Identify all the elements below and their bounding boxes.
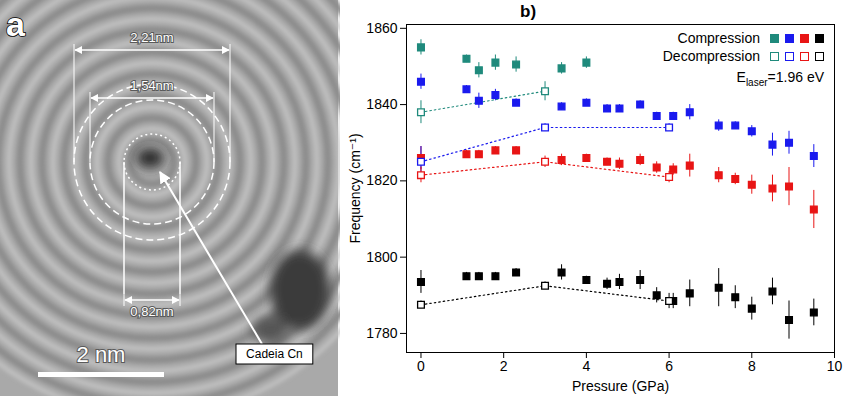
html-text:Elaser=1.96 eV: Elaser=1.96 eV (736, 69, 824, 88)
svg-text:6: 6 (665, 358, 673, 374)
svg-text:Cadeia Cn: Cadeia Cn (246, 347, 303, 361)
svg-text:2 nm: 2 nm (77, 342, 126, 367)
svg-text:1800: 1800 (366, 249, 397, 265)
svg-text:4: 4 (582, 358, 590, 374)
html-text:Decompression: Decompression (662, 48, 760, 64)
svg-text:1,54nm: 1,54nm (130, 78, 173, 93)
svg-text:1780: 1780 (366, 325, 397, 341)
svg-text:2: 2 (500, 358, 508, 374)
svg-text:Pressure (GPa): Pressure (GPa) (572, 378, 669, 394)
html-text:Compression: Compression (677, 30, 760, 46)
svg-text:10: 10 (827, 358, 843, 374)
svg-text:Frequency (cm⁻¹): Frequency (cm⁻¹) (347, 133, 363, 243)
svg-text:0,82nm: 0,82nm (130, 304, 173, 319)
svg-text:8: 8 (748, 358, 756, 374)
svg-text:1840: 1840 (366, 96, 397, 112)
svg-text:0: 0 (417, 358, 425, 374)
svg-text:a: a (6, 5, 26, 43)
html-text:b): b) (520, 2, 536, 21)
svg-text:2,21nm: 2,21nm (130, 30, 173, 45)
svg-text:1820: 1820 (366, 172, 397, 188)
svg-text:1860: 1860 (366, 20, 397, 36)
